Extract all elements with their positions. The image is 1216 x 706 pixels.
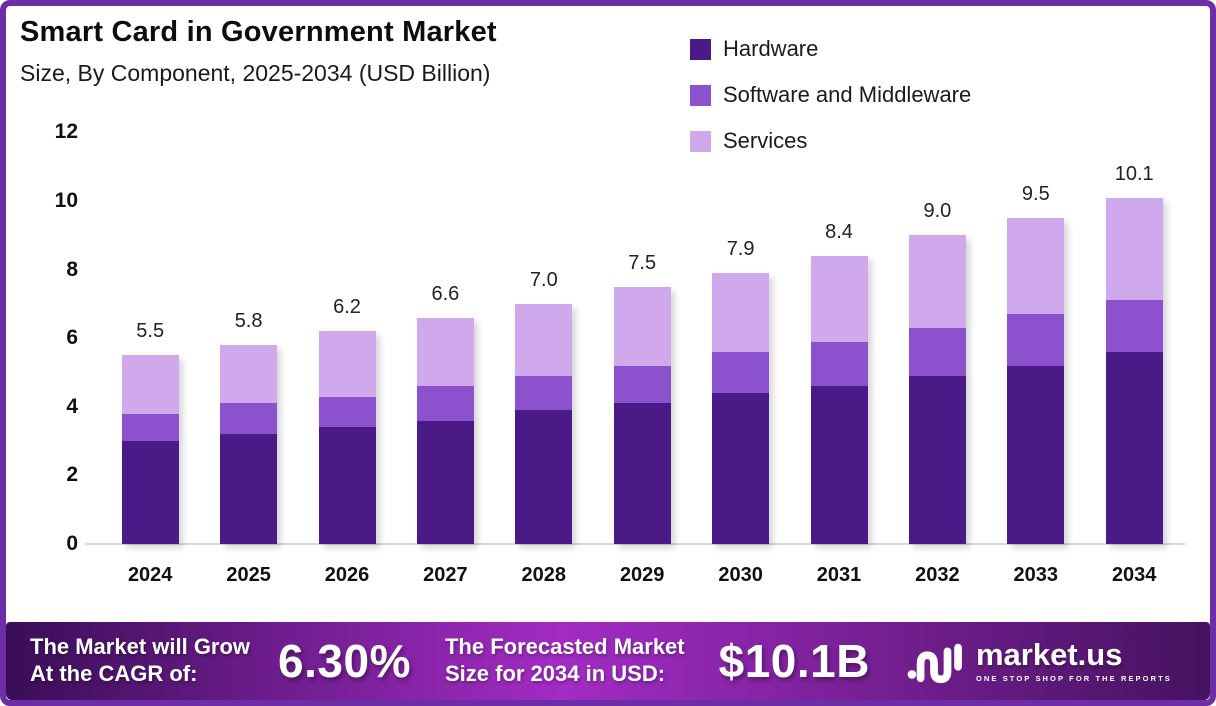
segment-software-and-middleware xyxy=(220,403,278,435)
segment-services xyxy=(416,317,474,387)
bar-total-label: 5.5 xyxy=(136,320,165,343)
market-us-logo-icon xyxy=(907,643,962,684)
footer-banner: The Market will Grow At the CAGR of: 6.3… xyxy=(6,622,1210,700)
segment-services xyxy=(613,286,671,366)
segment-software-and-middleware xyxy=(515,375,573,411)
y-axis-tick: 0 xyxy=(66,532,78,555)
segment-services xyxy=(121,355,179,414)
bar-2030 xyxy=(712,273,770,544)
bar-total-label: 8.4 xyxy=(825,220,853,243)
chart-region: Smart Card in Government Market Size, By… xyxy=(6,6,1210,622)
x-axis-label: 2026 xyxy=(324,564,370,586)
cagr-label: The Market will Grow At the CAGR of: xyxy=(30,634,251,686)
legend-label: Hardware xyxy=(723,36,819,61)
segment-services xyxy=(712,273,770,352)
segment-hardware xyxy=(712,393,770,544)
segment-services xyxy=(318,331,376,397)
bar-total-label: 10.1 xyxy=(1114,162,1154,185)
cagr-value: 6.30% xyxy=(278,635,411,687)
bar-2026 xyxy=(318,331,376,544)
segment-services xyxy=(1105,197,1163,301)
segment-hardware xyxy=(613,403,671,544)
brand-logo: market.us ONE STOP SHOP FOR THE REPORTS xyxy=(906,636,1172,686)
bar-total-label: 7.0 xyxy=(529,268,558,291)
legend-label: Software and Middleware xyxy=(723,82,972,107)
brand-tagline: ONE STOP SHOP FOR THE REPORTS xyxy=(975,674,1172,683)
bar-total-label: 7.9 xyxy=(726,238,755,261)
segment-services xyxy=(810,255,868,342)
page-subtitle: Size, By Component, 2025-2034 (USD Billi… xyxy=(20,60,491,86)
segment-software-and-middleware xyxy=(318,396,376,428)
segment-hardware xyxy=(1105,351,1163,544)
segment-hardware xyxy=(810,386,868,544)
legend-label: Services xyxy=(723,128,808,153)
segment-hardware xyxy=(908,375,966,544)
legend-item-services: Services xyxy=(690,128,971,154)
x-axis-label: 2025 xyxy=(226,564,271,586)
bar-2024 xyxy=(121,355,179,544)
segment-hardware xyxy=(515,410,573,544)
plot-area: 5.5 2024 5.8 2025 6.2 2026 6.6 2027 7.0 2028 7.5 20… xyxy=(101,6,1183,586)
segment-software-and-middleware xyxy=(121,413,179,442)
segment-software-and-middleware xyxy=(613,365,671,404)
segment-hardware xyxy=(318,427,376,544)
segment-software-and-middleware xyxy=(810,341,868,387)
segment-software-and-middleware xyxy=(712,351,770,394)
bar-2032 xyxy=(908,235,966,544)
y-axis-tick: 10 xyxy=(54,189,78,212)
bar-total-label: 9.0 xyxy=(923,200,952,223)
legend: Hardware Software and Middleware Service… xyxy=(690,36,971,154)
segment-services xyxy=(908,235,966,328)
forecast-label: The Forecasted Market Size for 2034 in U… xyxy=(444,634,685,686)
software-swatch-icon xyxy=(690,84,711,106)
x-axis-label: 2028 xyxy=(521,564,567,586)
brand-name: market.us xyxy=(975,637,1123,672)
segment-hardware xyxy=(416,420,474,544)
bar-total-label: 9.5 xyxy=(1021,183,1050,206)
bar-total-label: 6.6 xyxy=(431,282,460,305)
y-axis-tick: 2 xyxy=(66,463,78,487)
segment-hardware xyxy=(1007,365,1065,544)
bar-total-label: 6.2 xyxy=(333,296,361,319)
page-title: Smart Card in Government Market xyxy=(20,16,497,48)
y-axis-tick: 6 xyxy=(66,326,78,350)
segment-software-and-middleware xyxy=(1007,314,1065,366)
segment-services xyxy=(220,345,278,404)
x-axis-line xyxy=(85,543,1185,545)
x-axis-label: 2034 xyxy=(1111,564,1157,586)
bar-2029 xyxy=(613,286,671,544)
x-axis-label: 2024 xyxy=(127,564,173,586)
bar-2033 xyxy=(1007,218,1065,544)
segment-hardware xyxy=(121,441,179,544)
services-swatch-icon xyxy=(690,130,711,152)
segment-hardware xyxy=(220,434,278,544)
segment-services xyxy=(1007,218,1065,315)
x-axis-label: 2032 xyxy=(915,564,960,586)
x-axis-label: 2029 xyxy=(619,564,665,586)
x-axis-label: 2031 xyxy=(816,564,862,586)
forecast-value: $10.1B xyxy=(718,635,870,687)
hardware-swatch-icon xyxy=(690,38,711,60)
segment-software-and-middleware xyxy=(1105,300,1163,352)
x-axis-label: 2027 xyxy=(423,564,468,586)
bar-2034 xyxy=(1105,197,1163,544)
bar-2025 xyxy=(220,345,278,544)
segment-services xyxy=(515,303,573,376)
segment-software-and-middleware xyxy=(416,386,474,421)
y-axis: 0 2 4 6 8 10 12 xyxy=(26,6,78,566)
bar-2027 xyxy=(416,317,474,544)
y-axis-tick: 8 xyxy=(66,257,78,281)
legend-item-software-and-middleware: Software and Middleware xyxy=(690,82,971,108)
bar-total-label: 5.8 xyxy=(234,310,263,333)
x-axis-label: 2030 xyxy=(718,564,763,586)
legend-item-hardware: Hardware xyxy=(690,36,971,62)
y-axis-tick: 12 xyxy=(54,120,78,144)
bar-2028 xyxy=(515,303,573,544)
y-axis-tick: 4 xyxy=(66,394,78,418)
segment-software-and-middleware xyxy=(908,327,966,376)
bar-2031 xyxy=(810,255,868,544)
x-axis-label: 2033 xyxy=(1013,564,1059,586)
bar-total-label: 7.5 xyxy=(628,251,657,274)
